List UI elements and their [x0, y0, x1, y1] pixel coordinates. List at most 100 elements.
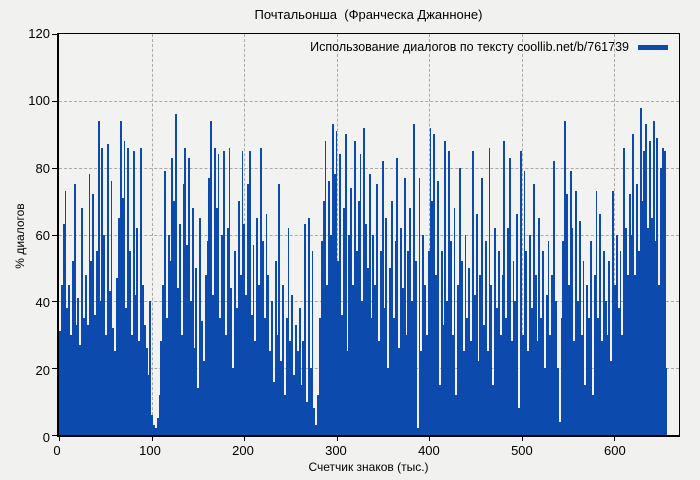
x-tick-label: 600	[604, 443, 626, 458]
bar	[311, 251, 314, 435]
bar	[449, 241, 452, 435]
bar	[385, 217, 388, 435]
bar	[663, 150, 666, 435]
bar	[60, 284, 63, 435]
x-tick-label: 400	[418, 443, 440, 458]
bar	[285, 318, 288, 435]
bar	[460, 261, 463, 435]
bar	[320, 241, 323, 435]
bar	[503, 140, 506, 435]
bar	[534, 274, 537, 435]
bar	[647, 227, 649, 435]
bar	[446, 301, 449, 435]
bar	[350, 187, 353, 435]
bar	[466, 318, 469, 435]
bar	[660, 167, 662, 435]
bar	[661, 147, 664, 435]
bar	[634, 274, 637, 435]
bar	[392, 318, 395, 435]
y-tick-label: 80	[35, 160, 50, 176]
bar	[95, 251, 98, 435]
gridline-vertical	[151, 34, 153, 435]
bar	[184, 147, 187, 435]
x-axis-label: Счетчик знаков (тыс.)	[308, 460, 429, 474]
bar	[250, 314, 253, 435]
bar	[444, 140, 447, 435]
bar	[151, 414, 154, 435]
bar	[584, 384, 587, 435]
bar	[514, 301, 517, 435]
bar	[654, 241, 657, 435]
bar	[138, 341, 141, 435]
bar	[204, 274, 207, 435]
bar	[306, 401, 308, 435]
bar	[331, 124, 334, 435]
bar	[118, 217, 120, 435]
x-tick-label: 0	[53, 443, 61, 458]
bar	[632, 134, 635, 435]
bar	[228, 147, 231, 435]
x-tick	[151, 436, 153, 441]
bar	[352, 284, 354, 435]
x-tick	[59, 436, 60, 441]
x-tick-label: 100	[139, 443, 161, 458]
bars	[59, 34, 670, 435]
bar	[475, 214, 478, 435]
x-tick	[336, 436, 338, 441]
bar	[248, 150, 251, 435]
bar	[357, 201, 360, 435]
bar	[165, 318, 168, 435]
bar	[186, 244, 189, 435]
bar	[512, 261, 515, 435]
bar	[197, 388, 200, 435]
bar	[442, 324, 445, 435]
bar	[175, 114, 177, 435]
bar	[169, 261, 172, 435]
bar	[232, 368, 235, 435]
bar	[210, 120, 213, 435]
bar	[590, 241, 592, 435]
bar	[390, 201, 393, 435]
bar	[239, 274, 242, 435]
bar	[355, 251, 358, 435]
bar	[202, 361, 205, 435]
bar	[571, 227, 574, 435]
bar	[610, 361, 613, 435]
bar	[173, 201, 176, 435]
bar	[400, 227, 402, 435]
bar	[658, 284, 661, 435]
bar	[140, 147, 142, 435]
bar	[313, 408, 316, 435]
bar	[431, 201, 434, 435]
bar	[545, 294, 548, 435]
bar	[407, 251, 410, 435]
x-tick-label: 500	[511, 443, 533, 458]
bar	[75, 324, 78, 435]
bar	[71, 261, 74, 435]
bar	[259, 147, 262, 435]
y-tick-label: 40	[35, 295, 50, 311]
bar	[97, 120, 100, 435]
y-tick	[52, 368, 58, 370]
bar	[429, 127, 432, 435]
bar	[451, 334, 454, 435]
bar	[420, 351, 423, 435]
bar	[440, 251, 443, 435]
bar	[212, 294, 214, 435]
legend-swatch	[638, 44, 668, 50]
bar	[377, 341, 380, 435]
bar	[182, 184, 185, 435]
bar	[145, 348, 148, 435]
bar	[381, 160, 384, 435]
bar	[217, 154, 220, 435]
bar	[110, 181, 113, 435]
bar	[178, 224, 181, 435]
bar	[70, 334, 72, 435]
gridline-vertical	[521, 34, 523, 435]
bar	[652, 120, 655, 435]
bar	[569, 171, 572, 435]
bar	[287, 227, 290, 435]
bar	[296, 351, 299, 435]
bar	[130, 334, 133, 435]
bar	[156, 418, 159, 435]
